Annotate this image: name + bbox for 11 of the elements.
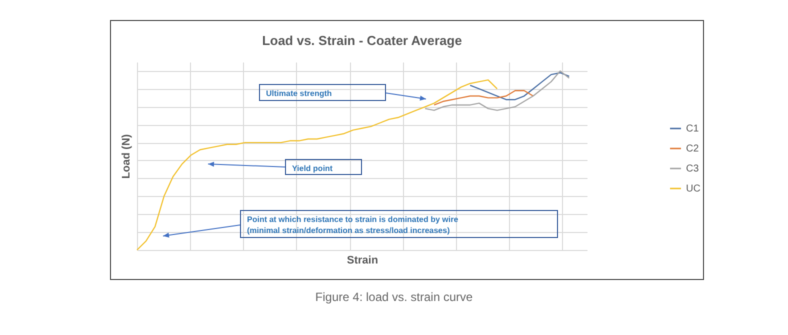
callout-box: Ultimate strength <box>259 84 386 101</box>
legend-label: C2 <box>686 144 700 154</box>
caption: Figure 4: load vs. strain curve <box>315 290 473 304</box>
callout-box: Point at which resistance to strain is dominated by wire (minimal strain/deformation as stress/load increases) <box>240 210 558 238</box>
legend-label: UC <box>686 184 700 194</box>
callout-box: Yield point <box>285 159 362 175</box>
legend-label: C3 <box>686 164 700 174</box>
legend-label: C1 <box>686 124 700 134</box>
chart-title: Load vs. Strain - Coater Average <box>262 33 462 48</box>
y-axis-title: Load (N) <box>120 134 132 179</box>
x-axis-title: Strain <box>346 254 378 266</box>
